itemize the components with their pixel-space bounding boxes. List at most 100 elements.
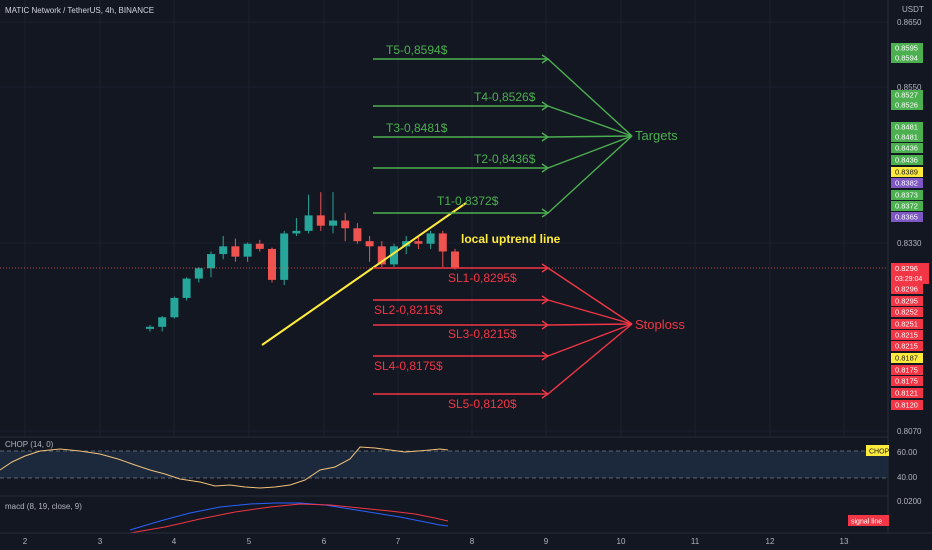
candle-body bbox=[390, 246, 398, 265]
candle-body bbox=[158, 317, 167, 327]
price-badge bbox=[891, 319, 923, 329]
time-tick: 6 bbox=[322, 537, 327, 546]
candle-body bbox=[255, 243, 264, 249]
price-badge-text: 0.8187 bbox=[895, 354, 918, 363]
stop-pointer-4 bbox=[547, 323, 633, 357]
target-pointer-1 bbox=[547, 135, 633, 214]
price-badge-text: 0.8389 bbox=[895, 168, 918, 177]
candle-body bbox=[414, 241, 423, 244]
stop-pointer-1 bbox=[547, 267, 633, 325]
chart-title: MATIC Network / TetherUS, 4h, BINANCE bbox=[5, 6, 154, 15]
price-badge-text: 0.8175 bbox=[895, 366, 918, 375]
currency-label: USDT bbox=[902, 5, 924, 14]
chop-axis-60: 60.00 bbox=[897, 448, 918, 457]
price-badge-text: 0.8215 bbox=[895, 342, 918, 351]
candle-body bbox=[329, 220, 337, 226]
candle-body bbox=[292, 230, 301, 234]
price-badge bbox=[891, 284, 923, 294]
candle-body bbox=[182, 278, 191, 298]
candle-body bbox=[268, 248, 276, 280]
price-badge-text: 0.8373 bbox=[895, 191, 918, 200]
stop-pointer-5 bbox=[547, 323, 633, 395]
price-badge-text: 0.8481 bbox=[895, 133, 918, 142]
time-axis: 2 3 4 5 6 7 8 9 10 11 12 13 bbox=[23, 537, 849, 546]
target-levels bbox=[373, 54, 633, 218]
candle-body bbox=[365, 241, 374, 247]
price-badge-text: 0.8594 bbox=[895, 54, 918, 63]
price-badge bbox=[891, 155, 923, 165]
candle-body bbox=[194, 268, 203, 279]
price-badge bbox=[891, 212, 923, 222]
price-badge bbox=[891, 400, 923, 410]
time-tick: 7 bbox=[396, 537, 401, 546]
target-pointer-5 bbox=[547, 58, 633, 137]
price-badge bbox=[891, 178, 923, 188]
current-price-text: 0.8296 bbox=[895, 264, 918, 273]
time-tick: 2 bbox=[23, 537, 28, 546]
price-badge-text: 0.8120 bbox=[895, 401, 918, 410]
current-price-badge bbox=[891, 263, 929, 284]
macd-pane: macd (8, 19, close, 9) 0.0200 signal lin… bbox=[0, 495, 922, 534]
candle-body bbox=[243, 243, 252, 257]
candle-body bbox=[377, 246, 386, 265]
candle-body bbox=[231, 246, 240, 257]
price-badge-text: 0.8295 bbox=[895, 297, 918, 306]
candle-body bbox=[219, 246, 228, 255]
time-tick: 3 bbox=[98, 537, 103, 546]
target-label-1: T1-0,8372$ bbox=[437, 194, 499, 208]
time-tick: 8 bbox=[470, 537, 475, 546]
target-label-4: T4-0,8526$ bbox=[474, 90, 536, 104]
price-tick: 0.8070 bbox=[897, 427, 922, 436]
price-badge bbox=[891, 201, 923, 211]
time-tick: 13 bbox=[840, 537, 849, 546]
price-tick: 0.8650 bbox=[897, 18, 922, 27]
price-badge-text: 0.8365 bbox=[895, 213, 918, 222]
stop-pointer-3 bbox=[547, 323, 633, 326]
candles-layer bbox=[146, 192, 459, 332]
price-badge bbox=[891, 365, 923, 375]
candle-body bbox=[170, 297, 179, 318]
stop-label-2: SL2-0,8215$ bbox=[374, 303, 443, 317]
time-tick: 9 bbox=[544, 537, 549, 546]
target-pointer-4 bbox=[547, 105, 633, 137]
macd-axis-level: 0.0200 bbox=[897, 497, 922, 506]
uptrend-line[interactable] bbox=[261, 202, 467, 346]
price-badge bbox=[891, 341, 923, 351]
price-badge-text: 0.8436 bbox=[895, 144, 918, 153]
price-badge-text: 0.8526 bbox=[895, 101, 918, 110]
chop-line bbox=[0, 446, 449, 489]
candle-body bbox=[280, 233, 289, 280]
stop-label-5: SL5-0,8120$ bbox=[448, 397, 517, 411]
price-badge bbox=[891, 167, 923, 177]
candle-body bbox=[304, 215, 313, 231]
price-badge bbox=[891, 307, 923, 317]
candle-body bbox=[146, 326, 154, 329]
price-badge bbox=[891, 296, 923, 306]
svg-text:CHOP: CHOP bbox=[869, 449, 890, 456]
chop-label: CHOP (14, 0) bbox=[5, 440, 54, 449]
candle-body bbox=[353, 228, 362, 242]
target-pointer-3 bbox=[547, 135, 633, 138]
chop-pane: CHOP (14, 0) 60.00 40.00 CHOP bbox=[0, 436, 918, 489]
price-badge-text: 0.8382 bbox=[895, 179, 918, 188]
price-badge-text: 0.8175 bbox=[895, 377, 918, 386]
stop-label-1: SL1-0,8295$ bbox=[448, 271, 517, 285]
target-label-5: T5-0,8594$ bbox=[386, 43, 448, 57]
price-badge bbox=[891, 190, 923, 200]
time-tick: 5 bbox=[247, 537, 252, 546]
candle-body bbox=[341, 220, 350, 229]
price-badge-text: 0.8252 bbox=[895, 308, 918, 317]
price-tick: 0.8550 bbox=[897, 83, 922, 92]
stop-label-3: SL3-0,8215$ bbox=[448, 327, 517, 341]
target-pointer-2 bbox=[547, 135, 633, 169]
stop-levels bbox=[373, 263, 633, 399]
trendline-label: local uptrend line bbox=[461, 232, 561, 246]
price-badge-text: 0.8595 bbox=[895, 44, 918, 53]
price-badge bbox=[891, 330, 923, 340]
svg-text:signal line: signal line bbox=[851, 519, 882, 526]
price-badge bbox=[891, 132, 923, 142]
chop-tag bbox=[866, 445, 889, 456]
signal-tag bbox=[848, 515, 889, 526]
chop-axis-40: 40.00 bbox=[897, 473, 918, 482]
